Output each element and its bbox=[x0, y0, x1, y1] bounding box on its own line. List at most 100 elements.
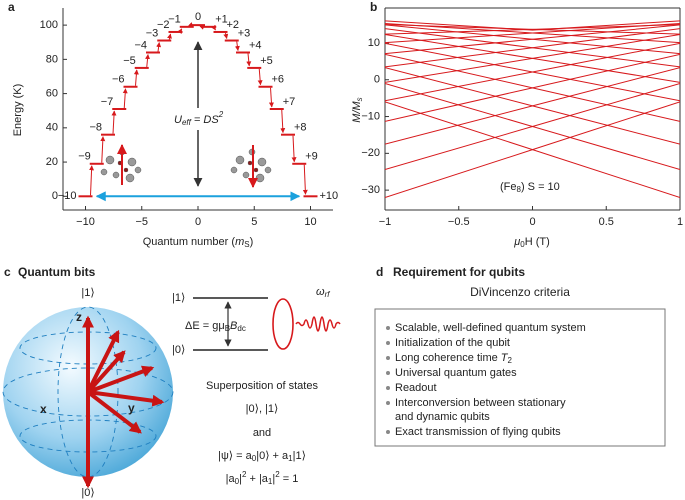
transition-arrow bbox=[280, 109, 286, 134]
x-tick-label: 5 bbox=[251, 216, 257, 228]
panel-label: a bbox=[8, 0, 15, 14]
y-tick-label: −10 bbox=[361, 110, 380, 122]
x-tick-label: −5 bbox=[135, 216, 148, 228]
level-label: +8 bbox=[294, 122, 307, 134]
transition-arrow bbox=[133, 69, 139, 86]
level-label: −7 bbox=[101, 96, 114, 108]
level-label: |1⟩ bbox=[172, 292, 185, 304]
criterion: Interconversion between stationary bbox=[395, 397, 566, 409]
annotation: Ueff = DS2 bbox=[174, 110, 224, 127]
transition-arrow bbox=[100, 136, 106, 163]
axis-label: z bbox=[76, 310, 82, 324]
equation: |a0|2 + |a1|2 = 1 bbox=[226, 470, 299, 486]
x-tick-label: 0 bbox=[529, 216, 535, 228]
criterion: Universal quantum gates bbox=[395, 367, 517, 379]
y-tick-label: 10 bbox=[368, 37, 380, 49]
axis-label: y bbox=[128, 401, 135, 415]
transition-arrow bbox=[167, 33, 172, 40]
text-line: Superposition of states bbox=[206, 380, 318, 392]
state-vector bbox=[82, 315, 165, 489]
molecule bbox=[100, 144, 142, 185]
x-tick-label: −10 bbox=[76, 216, 95, 228]
level-label: −1 bbox=[168, 14, 181, 26]
axis-label: |0⟩ bbox=[81, 487, 94, 499]
x-tick-label: 0.5 bbox=[599, 216, 614, 228]
y-tick-label: 60 bbox=[46, 87, 58, 99]
transition-arrow bbox=[234, 41, 240, 52]
level-label: +2 bbox=[227, 19, 240, 31]
x-tick-label: 10 bbox=[304, 216, 316, 228]
rf-wave bbox=[295, 316, 341, 332]
level-label: 0 bbox=[195, 11, 201, 23]
criterion: Scalable, well-defined quantum system bbox=[395, 322, 586, 334]
level-line bbox=[385, 67, 680, 145]
level-line bbox=[385, 28, 680, 68]
subtitle: DiVincenzo criteria bbox=[470, 285, 570, 299]
lines bbox=[385, 20, 680, 198]
transition-arrow bbox=[257, 68, 263, 86]
criterion: Initialization of the qubit bbox=[395, 337, 510, 349]
annotation: (Fe8) S = 10 bbox=[500, 181, 560, 194]
label-bg bbox=[170, 108, 238, 130]
drive-label: ωrf bbox=[316, 286, 330, 299]
transition-arrow bbox=[302, 164, 308, 195]
level-label: +3 bbox=[238, 27, 251, 39]
y-tick-label: 20 bbox=[46, 156, 58, 168]
transition-arrow bbox=[122, 88, 128, 109]
level-line bbox=[385, 20, 680, 31]
transition-arrow bbox=[246, 53, 252, 67]
transition-arrow bbox=[291, 135, 297, 163]
level-label: −5 bbox=[123, 55, 136, 67]
level-line bbox=[385, 24, 680, 55]
level-label: +9 bbox=[305, 151, 318, 163]
level-line bbox=[385, 101, 680, 198]
bullets bbox=[386, 326, 390, 434]
y-axis-label: Energy (K) bbox=[12, 84, 24, 137]
molecule bbox=[230, 145, 272, 188]
transition-arrow bbox=[111, 110, 117, 134]
axis-label: x bbox=[40, 402, 47, 416]
transition-arrow bbox=[89, 165, 95, 196]
x-tick-label: −1 bbox=[379, 216, 392, 228]
level-label: +4 bbox=[249, 39, 262, 51]
criterion: Long coherence time T2 bbox=[395, 352, 513, 365]
transition-arrow bbox=[156, 42, 162, 52]
criterion: Exact transmission of flying qubits bbox=[395, 426, 561, 438]
drive-loop bbox=[272, 298, 294, 350]
level-label: +1 bbox=[215, 14, 228, 26]
level-label: −3 bbox=[146, 27, 159, 39]
transition-arrow bbox=[177, 28, 183, 34]
criterion: and dynamic qubits bbox=[395, 411, 490, 423]
criteria-box bbox=[374, 308, 666, 447]
equation: |ψ⟩ = a0|0⟩ + a1|1⟩ bbox=[218, 450, 306, 463]
level-label: −4 bbox=[134, 39, 147, 51]
level-label: |0⟩ bbox=[172, 344, 185, 356]
y-tick-label: −30 bbox=[361, 184, 380, 196]
y-tick-label: −20 bbox=[361, 147, 380, 159]
panel-title: Requirement for qubits bbox=[393, 265, 525, 279]
x-axis-label: μ0H (T) bbox=[513, 236, 550, 249]
level-label: −9 bbox=[78, 151, 91, 163]
panel-label: c bbox=[4, 265, 11, 279]
transition-arrow bbox=[145, 54, 151, 67]
x-tick-label: 1 bbox=[677, 216, 683, 228]
level-line bbox=[385, 22, 680, 44]
level-label: −2 bbox=[157, 19, 170, 31]
transition-arrow bbox=[268, 87, 274, 108]
level-label: +7 bbox=[283, 96, 296, 108]
level-line bbox=[385, 53, 680, 122]
y-tick-label: 80 bbox=[46, 53, 58, 65]
y-tick-label: 100 bbox=[40, 19, 58, 31]
level-label: +6 bbox=[272, 74, 285, 86]
y-tick-label: 40 bbox=[46, 122, 58, 134]
x-axis-label: Quantum number (mS) bbox=[143, 236, 254, 249]
axis-label: |1⟩ bbox=[81, 287, 94, 299]
text-line: and bbox=[253, 427, 271, 439]
level-line bbox=[385, 33, 680, 83]
x-tick-label: −0.5 bbox=[448, 216, 470, 228]
level-label: +10 bbox=[320, 190, 339, 202]
transition-arrow bbox=[211, 24, 216, 31]
panel-title: Quantum bits bbox=[18, 265, 96, 279]
x-tick-label: 0 bbox=[195, 216, 201, 228]
